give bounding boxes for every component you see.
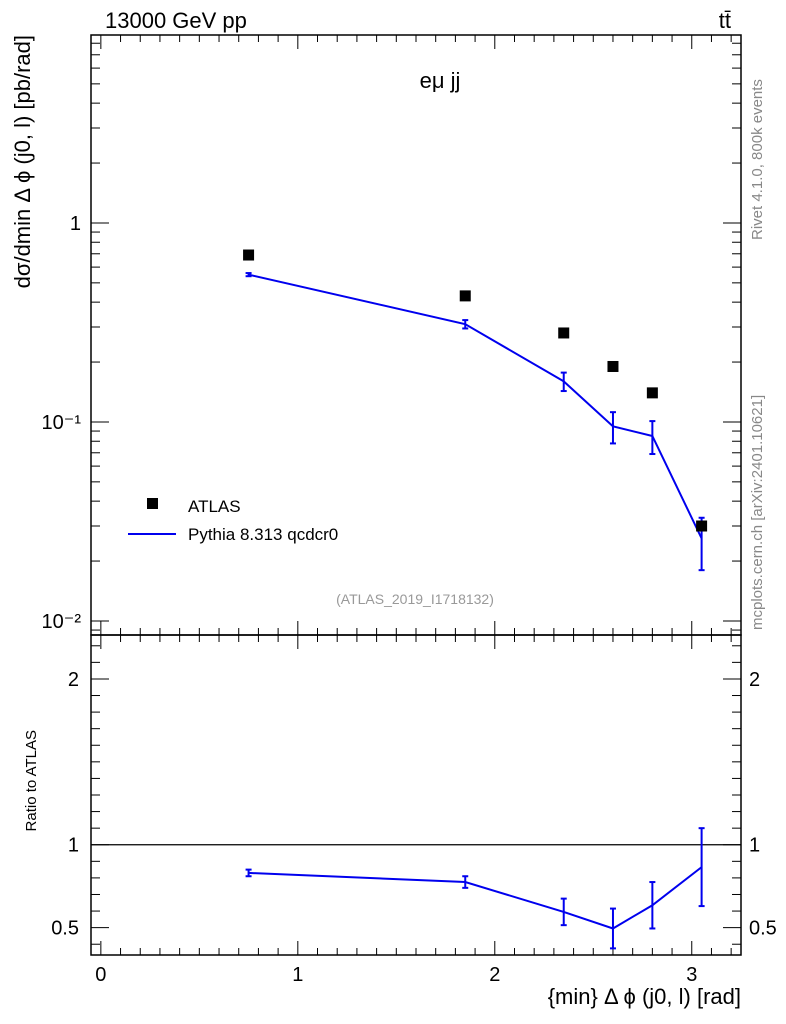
rivet-version-label: Rivet 4.1.0, 800k events	[749, 79, 766, 240]
atlas-data-point	[243, 249, 255, 261]
legend-atlas-marker	[147, 498, 158, 509]
main-y-axis-label: dσ/dmin Δ ϕ (j0, l) [pb/rad]	[10, 35, 35, 288]
legend-pythia-label: Pythia 8.313 qcdcr0	[188, 525, 338, 544]
ratio-y-axis-label: Ratio to ATLAS	[23, 730, 40, 831]
panel-title: eμ jj	[420, 68, 461, 93]
legend: ATLAS Pythia 8.313 qcdcr0	[128, 497, 338, 544]
atlas-data-point	[696, 520, 708, 532]
atlas-data-point	[558, 327, 570, 339]
atlas-data-point	[646, 387, 658, 399]
main-series	[243, 249, 708, 572]
x-tick-label: 0	[95, 964, 106, 986]
ratio-y-tick-label: 0.5	[51, 918, 79, 940]
ratio-y-tick-label: 2	[68, 669, 79, 691]
ratio-y-tick-label-right: 2	[749, 669, 760, 691]
main-panel: 10⁻² 10⁻¹ 1 eμ jj (ATLAS_2019_I1718132) dσ…	[10, 34, 742, 636]
ratio-y-tick-label-right: 1	[749, 835, 760, 857]
energy-label: 13000 GeV pp	[105, 8, 247, 33]
ratio-line	[248, 866, 703, 930]
analysis-watermark: (ATLAS_2019_I1718132)	[336, 591, 494, 607]
ratio-axis-ticks: 0 1 2 3 0.5 0.5 1 1 2 2	[51, 635, 777, 986]
legend-atlas-label: ATLAS	[188, 497, 241, 516]
ratio-y-tick-label: 1	[68, 835, 79, 857]
x-tick-label: 2	[489, 964, 500, 986]
atlas-data-point	[459, 290, 471, 302]
y-tick-label: 10⁻¹	[42, 412, 82, 434]
ratio-y-tick-label-right: 0.5	[749, 918, 777, 940]
pythia-line	[248, 273, 703, 539]
main-frame	[90, 34, 742, 636]
x-tick-label: 1	[292, 964, 303, 986]
x-tick-label: 3	[686, 964, 697, 986]
x-axis-label: {min} Δ ϕ (j0, l) [rad]	[548, 984, 741, 1009]
y-tick-label: 1	[70, 213, 81, 235]
source-label: mcplots.cern.ch [arXiv:2401.10621]	[749, 395, 766, 630]
y-tick-label: 10⁻²	[42, 611, 82, 633]
main-axis-ticks: 10⁻² 10⁻¹ 1	[42, 35, 741, 635]
process-label: tt̄	[719, 8, 731, 33]
atlas-data-point	[607, 360, 619, 372]
ratio-series	[245, 827, 705, 950]
ratio-frame	[90, 634, 742, 956]
ratio-panel: 0 1 2 3 0.5 0.5 1 1 2 2 Ratio to ATLAS	[23, 634, 777, 986]
